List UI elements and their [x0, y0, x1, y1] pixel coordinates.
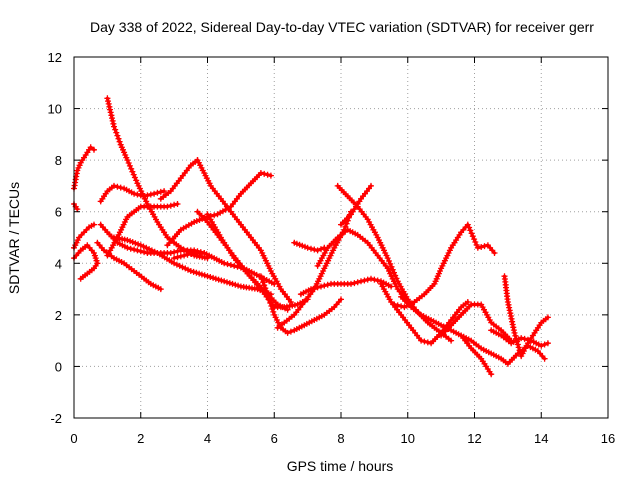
- y-tick-label: 8: [55, 153, 62, 168]
- series-arc-19: [291, 239, 328, 254]
- series-markers: [391, 221, 498, 311]
- x-tick-label: 12: [467, 431, 481, 446]
- series-markers: [458, 332, 548, 367]
- chart-title: Day 338 of 2022, Sidereal Day-to-day VTE…: [90, 19, 594, 35]
- series-markers: [97, 182, 168, 205]
- series-arc-20: [297, 275, 395, 298]
- series-arc-1: [71, 144, 97, 192]
- y-tick-labels: -2 0 2 4 6 8 10 12: [48, 50, 62, 426]
- y-axis-title: SDTVAR / TECUs: [6, 182, 22, 294]
- x-tick-label: 2: [137, 431, 144, 446]
- y-tick-label: 6: [55, 205, 62, 220]
- x-tick-label: 14: [534, 431, 548, 446]
- series-markers: [104, 201, 181, 259]
- series-arc-10: [157, 157, 201, 202]
- y-tick-label: 0: [55, 359, 62, 374]
- series-arc-23: [338, 182, 374, 228]
- series-markers: [398, 293, 495, 378]
- series-markers: [104, 95, 211, 262]
- series-markers: [71, 201, 81, 213]
- x-tick-label: 6: [271, 431, 278, 446]
- series-markers: [94, 239, 164, 293]
- x-tick-label: 10: [401, 431, 415, 446]
- series-arc-6: [94, 239, 164, 293]
- series-markers: [274, 208, 354, 331]
- series-arc-30: [488, 327, 551, 349]
- series-markers: [257, 273, 344, 336]
- series-arc-4: [71, 201, 81, 213]
- x-axis-title: GPS time / hours: [287, 458, 394, 474]
- series-arc-3: [71, 242, 101, 282]
- series-markers: [194, 157, 294, 305]
- x-tick-labels: 0 2 4 6 8 10 12 14 16: [70, 431, 615, 446]
- series-arc-24: [378, 280, 471, 347]
- series-markers: [71, 144, 97, 192]
- series-arc-18: [274, 208, 354, 331]
- x-tick-label: 16: [601, 431, 615, 446]
- series-arc-5: [104, 95, 211, 262]
- series-markers: [488, 327, 551, 349]
- series-arc-14: [164, 170, 274, 249]
- series-arc-9: [104, 201, 181, 259]
- y-tick-label: -2: [50, 411, 62, 426]
- series-markers: [314, 226, 411, 305]
- series-markers: [111, 234, 274, 298]
- y-tick-label: 4: [55, 256, 62, 271]
- series-markers: [297, 275, 395, 298]
- series-markers: [438, 301, 515, 344]
- y-tick-label: 10: [48, 102, 62, 117]
- y-tick-label: 12: [48, 50, 62, 65]
- series-line: [165, 171, 273, 247]
- x-tick-label: 8: [337, 431, 344, 446]
- x-tick-label: 4: [204, 431, 211, 446]
- series-arc-27: [438, 301, 515, 344]
- series-arc-29: [458, 332, 548, 367]
- y-tick-label: 2: [55, 308, 62, 323]
- data-traces: [71, 95, 551, 378]
- series-arc-7: [97, 182, 168, 205]
- series-line: [105, 96, 210, 260]
- series-arc-25: [391, 221, 498, 311]
- x-tick-label: 0: [70, 431, 77, 446]
- series-arc-11: [111, 234, 274, 298]
- series-markers: [338, 182, 374, 228]
- series-markers: [157, 157, 201, 202]
- series-markers: [291, 239, 328, 254]
- series-markers: [164, 170, 274, 249]
- series-arc-12: [194, 157, 294, 305]
- series-arc-17: [257, 273, 344, 336]
- series-arc-21: [314, 226, 411, 305]
- series-markers: [378, 280, 471, 347]
- axis-ticks: [73, 56, 609, 419]
